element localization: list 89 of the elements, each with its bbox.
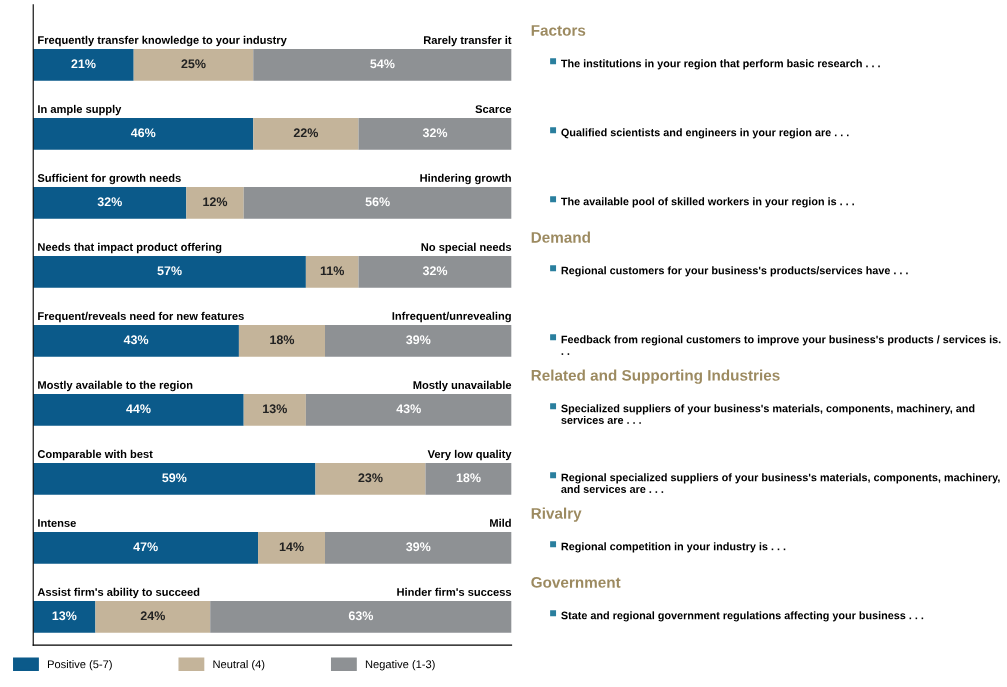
text: Government [531,576,621,588]
bar [133,48,254,81]
legend-label: Positive (5-7) [47,660,112,671]
bar [358,255,512,288]
legend-label: Neutral (4) [213,660,265,671]
text: Specialized suppliers of your business's materials, components, machinery, and services are . . . [561,404,975,424]
text: Regional customers for your business's products/services have . . . [561,266,908,277]
data-label: 18% [270,335,295,345]
data-label: 44% [126,404,151,414]
text: Related and Supporting Industries [531,369,780,384]
bar [33,531,259,564]
data-label: 25% [181,59,206,69]
bar [210,600,512,633]
bar [358,117,512,150]
text: The institutions in your region that perform basic research . . . [561,59,880,70]
annotation: Scarce [475,105,512,114]
bar [33,393,244,426]
bar [33,462,316,495]
data-label: 14% [279,542,304,552]
annotation: Mostly unavailable [413,380,512,392]
data-label: 57% [157,266,182,276]
data-label: 13% [52,611,77,621]
data-label: 63% [348,611,374,621]
data-label: 18% [456,473,481,483]
bar [238,324,326,357]
text: The available pool of skilled workers in your region is . . . [561,197,854,208]
bar [425,462,512,495]
data-label: 13% [263,404,287,414]
y-tick-label: Mostly available to the region [38,380,193,392]
data-label: 32% [97,197,122,207]
annotation: No special needs [421,242,512,254]
bar [186,186,244,219]
bar [325,531,512,564]
data-label: 39% [406,542,431,552]
data-label: 24% [140,611,165,621]
data-label: 56% [365,197,390,207]
data-label: 59% [162,473,187,483]
data-label: 43% [123,335,149,345]
annotation: Very low quality [427,449,512,461]
bar [253,48,512,81]
text: Feedback from regional customers to improve your business's products / services is. . . [561,335,1001,355]
data-label: 21% [71,59,96,69]
bar [305,255,359,288]
bar [305,393,512,426]
y-tick-label: Comparable with best [37,449,153,461]
text: State and regional government regulations affecting your business . . . [561,611,924,622]
text: Regional competition in your industry is . . . [561,542,786,553]
data-label: 12% [203,197,228,207]
bar [253,117,359,150]
y-tick-label: Needs that impact product offering [38,242,222,254]
annotation: Infrequent/unrevealing [392,311,511,323]
data-label: 46% [130,128,156,138]
data-label: 22% [293,128,319,138]
data-label: 43% [396,404,421,414]
y-tick-label: Sufficient for growth needs [37,173,181,185]
annotation: Hindering growth [420,173,511,185]
bar [33,117,254,150]
y-tick-label: Frequent/reveals need for new features [38,311,244,323]
data-label: 32% [422,128,448,138]
bar [95,600,211,633]
bar [258,531,326,564]
text: Rivalry [531,507,582,522]
y-tick-label: Frequently transfer knowledge to your industry [38,35,287,47]
data-label: 47% [133,542,158,552]
bar [33,186,187,219]
data-label: 32% [422,266,448,276]
legend-label: Negative (1-3) [365,660,435,671]
bar [33,255,306,288]
bar [315,462,426,495]
text: Factors [531,25,586,36]
y-tick-label: Intense [38,519,76,527]
annotation: Hinder firm's success [397,587,512,596]
data-label: 11% [320,266,345,276]
bar [243,186,512,219]
bar [243,393,306,426]
text: Demand [531,231,590,243]
text: Qualified scientists and engineers in your region are . . . [561,128,849,139]
bar [33,48,134,81]
annotation: Mild [490,518,511,527]
bar [33,600,96,633]
annotation: Rarely transfer it [424,35,512,47]
bar [33,324,239,357]
y-tick-label: In ample supply [38,104,122,116]
text: Regional specialized suppliers of your business's materials, components, machinery, and services are . . . [561,473,1000,493]
data-label: 39% [406,335,431,345]
data-label: 54% [370,59,395,69]
data-label: 23% [358,473,383,483]
bar [325,324,512,357]
y-tick-label: Assist firm's ability to succeed [37,587,200,599]
